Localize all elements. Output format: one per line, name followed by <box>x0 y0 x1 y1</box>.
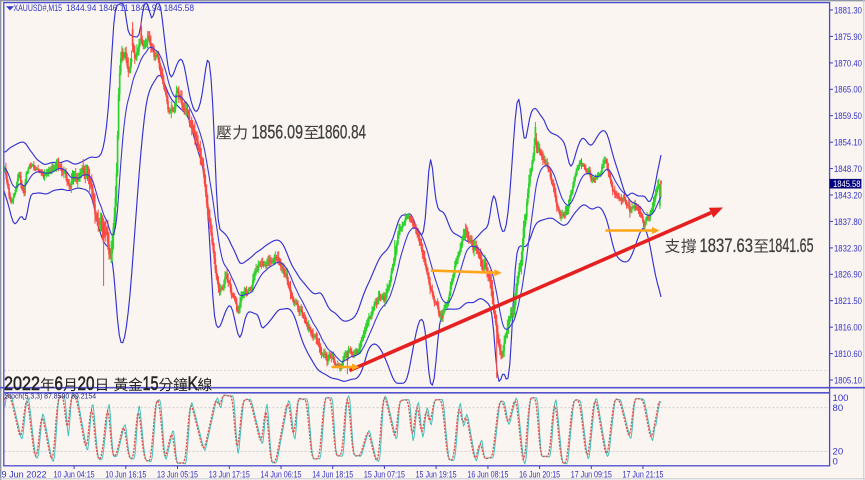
svg-text:1859.50: 1859.50 <box>834 111 862 122</box>
svg-text:1845.58: 1845.58 <box>833 179 861 190</box>
svg-text:20: 20 <box>833 447 844 458</box>
svg-text:10 Jun 04:15: 10 Jun 04:15 <box>54 470 95 480</box>
svg-text:1860.84: 1860.84 <box>318 122 367 143</box>
svg-text:15: 15 <box>143 373 159 395</box>
svg-text:16 Jun 20:15: 16 Jun 20:15 <box>519 470 560 480</box>
svg-text:9 Jun 2022: 9 Jun 2022 <box>2 470 47 480</box>
svg-text:1810.60: 1810.60 <box>834 349 862 360</box>
svg-text:1881.30: 1881.30 <box>834 5 862 16</box>
svg-text:1841.65: 1841.65 <box>769 236 814 257</box>
svg-text:1875.90: 1875.90 <box>834 32 862 43</box>
svg-text:1854.10: 1854.10 <box>834 138 862 149</box>
svg-text:XAUUSD#,M15: XAUUSD#,M15 <box>14 3 63 13</box>
svg-text:1870.40: 1870.40 <box>834 58 862 69</box>
svg-text:6: 6 <box>55 373 63 395</box>
svg-text:1856.09: 1856.09 <box>252 122 304 143</box>
svg-text:1805.10: 1805.10 <box>834 375 862 386</box>
svg-text:15 Jun 07:15: 15 Jun 07:15 <box>364 470 405 480</box>
svg-text:10 Jun 16:15: 10 Jun 16:15 <box>105 470 146 480</box>
svg-text:1821.50: 1821.50 <box>834 296 862 307</box>
svg-text:80: 80 <box>833 403 844 414</box>
svg-text:13 Jun 05:15: 13 Jun 05:15 <box>157 470 198 480</box>
svg-text:1848.70: 1848.70 <box>834 164 862 175</box>
svg-text:1844.94 1846.11 1844.94 1845.5: 1844.94 1846.11 1844.94 1845.58 <box>66 3 194 13</box>
svg-text:20: 20 <box>78 373 95 395</box>
svg-text:1832.30: 1832.30 <box>834 243 862 254</box>
svg-text:14 Jun 06:15: 14 Jun 06:15 <box>261 470 302 480</box>
svg-text:100: 100 <box>833 393 849 404</box>
svg-text:17 Jun 09:15: 17 Jun 09:15 <box>571 470 612 480</box>
svg-text:17 Jun 21:15: 17 Jun 21:15 <box>623 470 664 480</box>
svg-text:0: 0 <box>833 457 838 468</box>
svg-text:K: K <box>188 373 199 395</box>
svg-text:1865.00: 1865.00 <box>834 85 862 96</box>
svg-text:16 Jun 08:15: 16 Jun 08:15 <box>467 470 508 480</box>
svg-text:1826.90: 1826.90 <box>834 270 862 281</box>
svg-text:1816.00: 1816.00 <box>834 323 862 334</box>
svg-text:1843.20: 1843.20 <box>834 190 862 201</box>
svg-text:15 Jun 19:15: 15 Jun 19:15 <box>416 470 457 480</box>
svg-text:2022: 2022 <box>4 373 40 395</box>
svg-text:1837.63: 1837.63 <box>700 236 754 257</box>
svg-text:14 Jun 18:15: 14 Jun 18:15 <box>312 470 353 480</box>
svg-text:1837.80: 1837.80 <box>834 217 862 228</box>
svg-text:Stoch(5,3,3) 87.8590 89.2154: Stoch(5,3,3) 87.8590 89.2154 <box>5 391 97 400</box>
svg-text:13 Jun 17:15: 13 Jun 17:15 <box>209 470 250 480</box>
